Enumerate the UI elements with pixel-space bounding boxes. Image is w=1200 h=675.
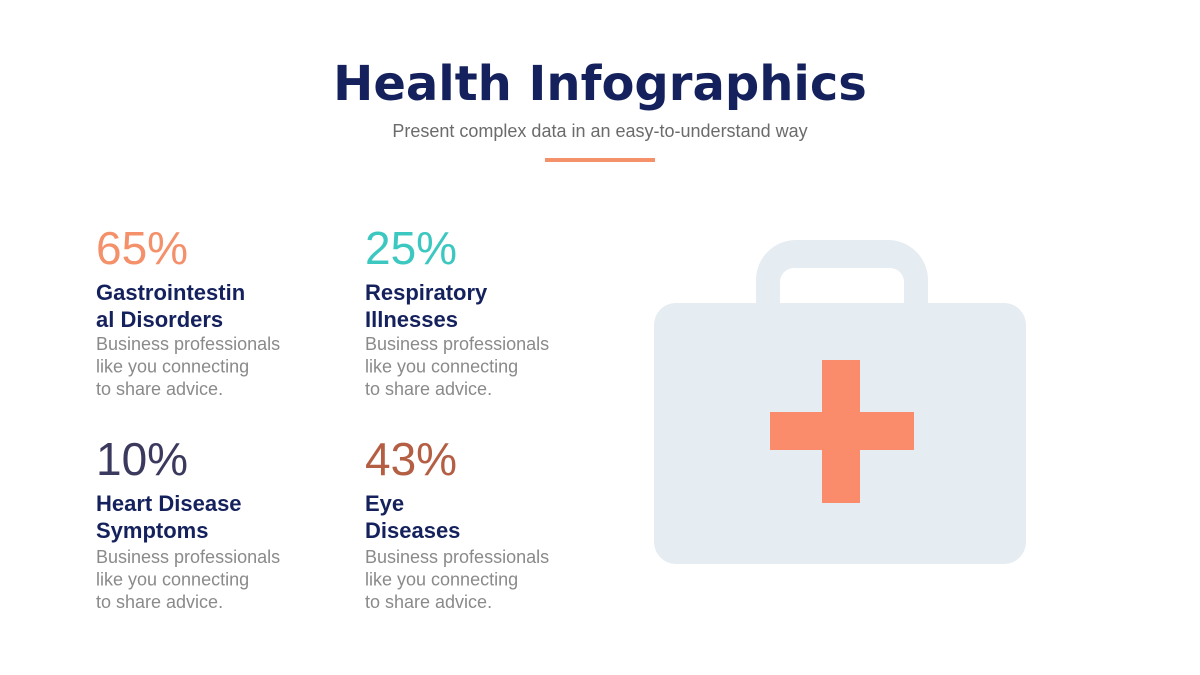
stat-value: 43% <box>365 433 457 485</box>
stat-label: al Disorders <box>96 307 223 332</box>
stat-label: Diseases <box>365 518 460 543</box>
stat-value: 65% <box>96 222 188 274</box>
kit-handle <box>756 240 928 305</box>
stat-label: Illnesses <box>365 307 458 332</box>
stat-description: like you connecting <box>96 570 249 590</box>
title: Health Infographics <box>333 56 867 112</box>
stat-value: 25% <box>365 222 457 274</box>
stat-value: 10% <box>96 433 188 485</box>
cross-horizontal <box>770 412 914 450</box>
stat-label: Eye <box>365 491 404 516</box>
stat-description: Business professionals <box>96 547 280 567</box>
stat-description: like you connecting <box>96 357 249 377</box>
stat-label: Symptoms <box>96 518 208 543</box>
stat-description: Business professionals <box>365 334 549 354</box>
stat-label: Heart Disease <box>96 491 242 516</box>
stat-description: Business professionals <box>365 547 549 567</box>
stat-description: like you connecting <box>365 357 518 377</box>
stat-label: Respiratory <box>365 280 488 305</box>
stat-description: like you connecting <box>365 570 518 590</box>
stat-label: Gastrointestin <box>96 280 245 305</box>
first-aid-kit <box>654 240 1026 564</box>
stat-description: to share advice. <box>365 592 492 612</box>
stat-description: Business professionals <box>96 334 280 354</box>
stat-description: to share advice. <box>365 379 492 399</box>
stat-description: to share advice. <box>96 592 223 612</box>
stat-description: to share advice. <box>96 379 223 399</box>
subtitle: Present complex data in an easy-to-under… <box>392 121 807 141</box>
accent-line <box>545 158 655 162</box>
